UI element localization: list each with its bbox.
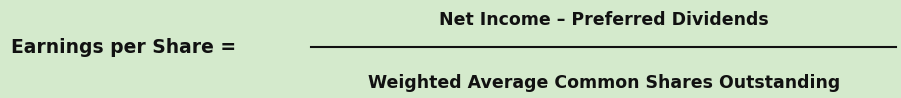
Text: Weighted Average Common Shares Outstanding: Weighted Average Common Shares Outstandi… xyxy=(368,74,840,92)
Text: Earnings per Share =: Earnings per Share = xyxy=(11,38,242,57)
Text: Net Income – Preferred Dividends: Net Income – Preferred Dividends xyxy=(439,11,769,29)
